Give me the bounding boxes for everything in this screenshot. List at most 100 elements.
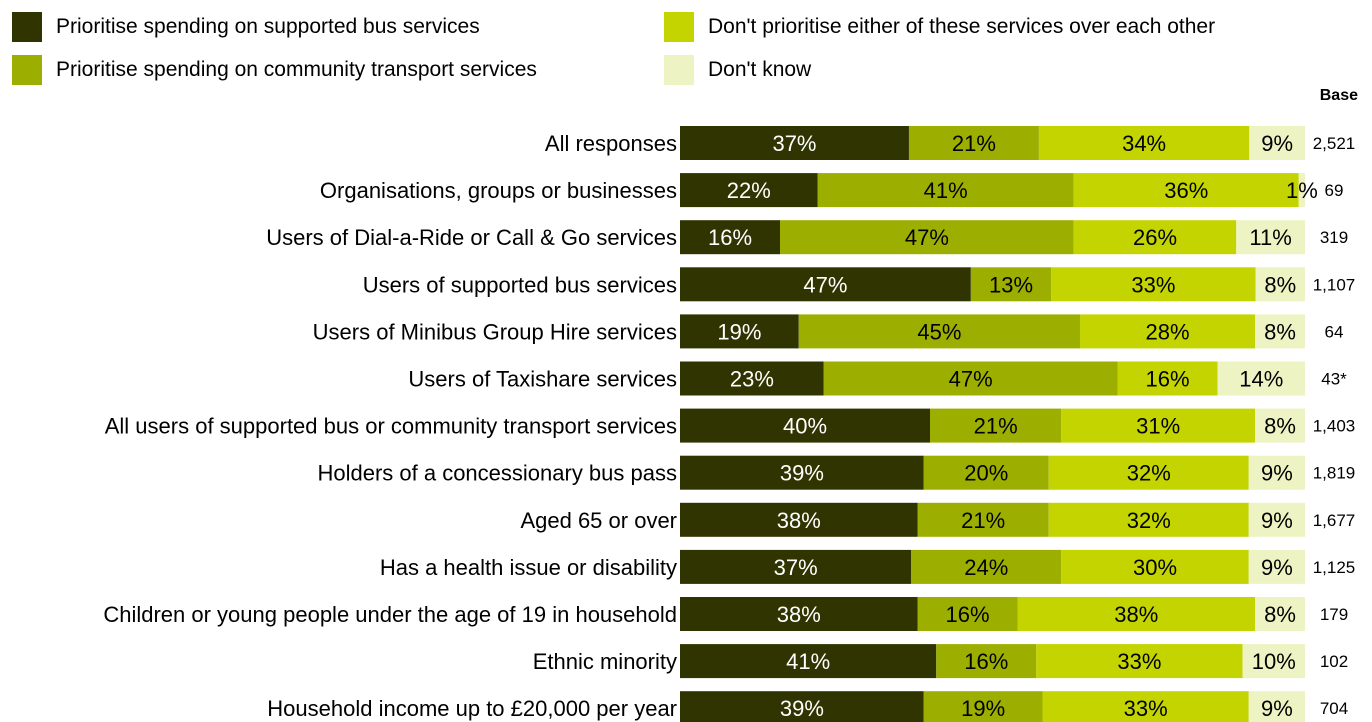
data-label: 32% (1127, 461, 1171, 486)
bar-segment-prioritise-spending-on-supported-bus-services (680, 597, 918, 631)
bar-segment-prioritise-spending-on-community-transport-services (923, 455, 1049, 490)
category-label-household-income-up-to-20-000-per-year: Household income up to £20,000 per year (267, 696, 677, 721)
bar-segment-prioritise-spending-on-community-transport-services (923, 691, 1043, 722)
data-label: 37% (774, 555, 818, 580)
category-label-users-of-dial-a-ride-or-call-go-services: Users of Dial-a-Ride or Call & Go servic… (266, 225, 677, 250)
data-label: 33% (1117, 649, 1161, 674)
bar-segment-don-t-know (1236, 220, 1305, 255)
data-label: 30% (1133, 555, 1177, 580)
data-label: 21% (974, 414, 1018, 439)
base-value: 64 (1325, 322, 1344, 341)
base-value: 69 (1325, 181, 1344, 200)
category-label-children-or-young-people-under-the-age-of-19-in-household: Children or young people under the age o… (103, 602, 677, 627)
bar-segment-don-t-know (1248, 502, 1305, 537)
category-label-ethnic-minority: Ethnic minority (533, 649, 677, 674)
legend-label: Don't know (708, 58, 812, 81)
data-label: 31% (1136, 414, 1180, 439)
data-label: 8% (1264, 319, 1296, 344)
data-label: 36% (1164, 178, 1208, 203)
bar-segment-don-t-know (1217, 361, 1305, 396)
bar-segment-prioritise-spending-on-supported-bus-services (680, 126, 909, 160)
bar-segment-don-t-know (1255, 314, 1305, 349)
bar-segment-prioritise-spending-on-community-transport-services (817, 173, 1074, 208)
data-label: 16% (708, 225, 752, 250)
data-label: 14% (1239, 367, 1283, 392)
data-label: 33% (1124, 696, 1168, 721)
data-label: 8% (1264, 602, 1296, 627)
category-label-users-of-minibus-group-hire-services: Users of Minibus Group Hire services (313, 319, 677, 344)
data-label: 11% (1249, 225, 1291, 250)
bar-segment-don-t-prioritise-either-of-these-services-over-each-other (1080, 314, 1255, 349)
base-value: 1,403 (1313, 417, 1356, 436)
bar-segment-don-t-know (1248, 691, 1305, 722)
data-label: 47% (949, 367, 993, 392)
bar-segment-prioritise-spending-on-supported-bus-services (680, 455, 924, 490)
data-label: 24% (964, 555, 1008, 580)
base-value: 1,125 (1313, 558, 1356, 577)
bar-segment-prioritise-spending-on-supported-bus-services (680, 502, 918, 537)
bar-segment-don-t-prioritise-either-of-these-services-over-each-other (1048, 502, 1249, 537)
base-value: 102 (1320, 652, 1348, 671)
chart-rows: All responses 37% 21% 34% 9% 2,521 Organisatio… (103, 126, 1355, 722)
data-label: 22% (727, 178, 771, 203)
legend-label: Prioritise spending on community transpo… (56, 58, 537, 81)
bar-segment-prioritise-spending-on-community-transport-services (911, 549, 1062, 584)
legend-item-dont-know: Don't know (664, 55, 811, 85)
bar-segment-don-t-prioritise-either-of-these-services-over-each-other (1061, 408, 1255, 443)
data-label: 41% (786, 649, 830, 674)
bar-segment-prioritise-spending-on-community-transport-services (917, 597, 1018, 631)
base-value: 43* (1321, 370, 1347, 389)
data-label: 47% (803, 272, 847, 297)
data-label: 21% (952, 131, 996, 156)
bar-segment-prioritise-spending-on-supported-bus-services (680, 691, 924, 722)
bar-segment-prioritise-spending-on-supported-bus-services (680, 173, 818, 208)
data-label: 47% (905, 225, 949, 250)
legend-item-bus: Prioritise spending on supported bus ser… (12, 12, 480, 42)
data-label: 9% (1261, 555, 1293, 580)
bar-segment-prioritise-spending-on-community-transport-services (917, 502, 1049, 537)
legend-swatch-bus (12, 12, 42, 42)
data-label: 33% (1131, 272, 1175, 297)
bar-segment-prioritise-spending-on-community-transport-services (823, 361, 1118, 396)
data-label: 37% (772, 131, 816, 156)
data-label: 9% (1261, 696, 1293, 721)
bar-segment-prioritise-spending-on-supported-bus-services (680, 644, 937, 679)
data-label: 26% (1133, 225, 1177, 250)
data-label: 28% (1145, 319, 1189, 344)
category-label-aged-65-or-over: Aged 65 or over (520, 508, 677, 533)
data-label: 13% (989, 272, 1033, 297)
bar-segment-prioritise-spending-on-supported-bus-services (680, 361, 824, 396)
data-label: 41% (924, 178, 968, 203)
category-label-all-responses: All responses (545, 131, 677, 156)
bar-segment-don-t-prioritise-either-of-these-services-over-each-other (1042, 691, 1249, 722)
bar-segment-don-t-know (1255, 597, 1305, 631)
category-label-all-users-of-supported-bus-or-community-transport-services: All users of supported bus or community … (105, 414, 677, 439)
legend-swatch-dont-know (664, 55, 694, 85)
bar-segment-don-t-know (1255, 267, 1305, 302)
base-value: 704 (1320, 699, 1348, 718)
legend-label: Don't prioritise either of these service… (708, 15, 1216, 38)
base-value: 1,677 (1313, 511, 1356, 530)
bar-segment-don-t-prioritise-either-of-these-services-over-each-other (1017, 597, 1255, 631)
data-label: 38% (1114, 602, 1158, 627)
legend-item-community: Prioritise spending on community transpo… (12, 55, 537, 85)
bar-segment-don-t-prioritise-either-of-these-services-over-each-other (1073, 220, 1237, 255)
data-label: 19% (961, 696, 1005, 721)
legend-label: Prioritise spending on supported bus ser… (56, 15, 480, 38)
data-label: 10% (1252, 649, 1296, 674)
data-label: 8% (1264, 414, 1296, 439)
bar-segment-don-t-know (1248, 549, 1305, 584)
legend-swatch-community (12, 55, 42, 85)
bar-segment-don-t-know (1242, 644, 1305, 679)
bar-segment-prioritise-spending-on-community-transport-services (798, 314, 1080, 349)
data-label: 9% (1261, 461, 1293, 486)
legend-item-neither: Don't prioritise either of these service… (664, 12, 1215, 42)
bar-segment-don-t-prioritise-either-of-these-services-over-each-other (1051, 267, 1256, 302)
bar-segment-prioritise-spending-on-supported-bus-services (680, 267, 971, 302)
bar-segment-don-t-prioritise-either-of-these-services-over-each-other (1073, 173, 1299, 208)
bar-segment-don-t-know (1298, 173, 1305, 208)
bar-segment-don-t-know (1248, 455, 1305, 490)
data-label: 9% (1261, 508, 1293, 533)
bar-segment-prioritise-spending-on-community-transport-services (930, 408, 1062, 443)
